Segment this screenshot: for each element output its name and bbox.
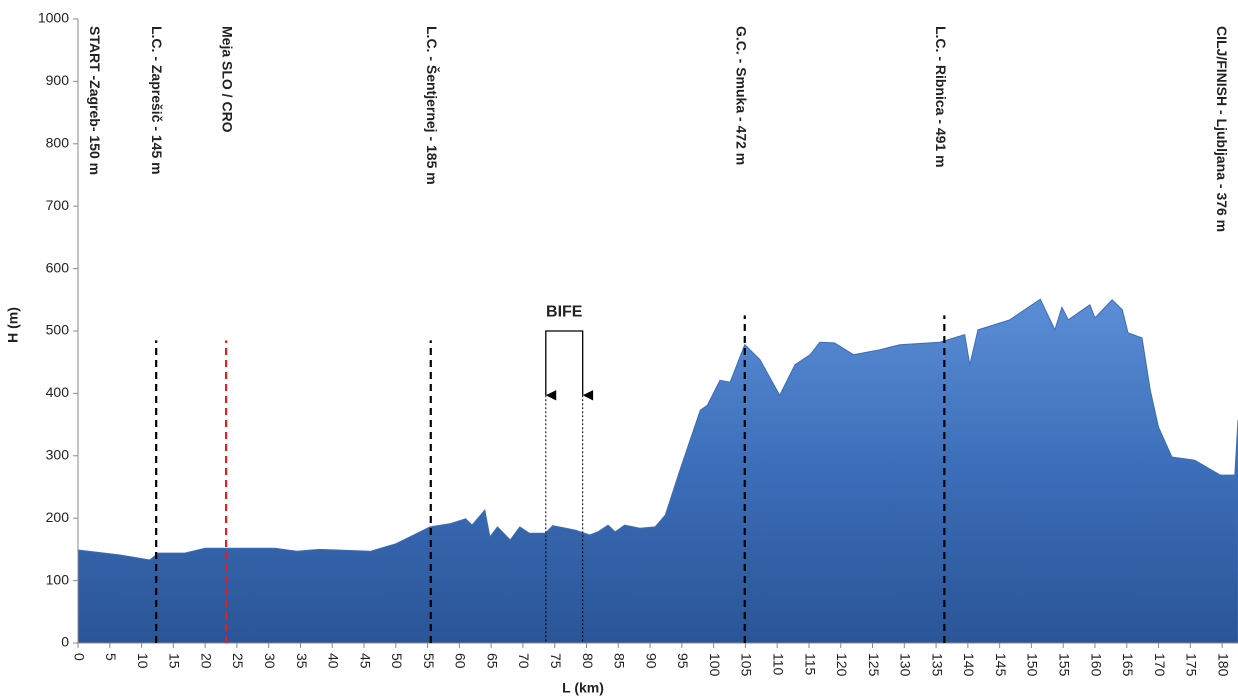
x-tick-label: 115	[802, 653, 818, 676]
y-tick-label: 600	[46, 259, 70, 275]
bife-label: BIFE	[546, 303, 583, 320]
y-tick-label: 400	[46, 384, 70, 400]
elevation-area	[77, 298, 1238, 644]
x-tick-label: 50	[389, 653, 405, 669]
y-tick-label: 100	[46, 571, 70, 587]
y-tick-label: 900	[46, 72, 70, 88]
location-label: G.C. - Smuka - 472 m	[734, 26, 750, 165]
x-tick-label: 125	[866, 653, 882, 677]
y-tick-label: 800	[46, 135, 70, 151]
x-tick-label: 30	[262, 653, 278, 669]
x-tick-label: 120	[834, 653, 850, 677]
x-tick-label: 145	[993, 653, 1009, 677]
x-tick-label: 160	[1088, 653, 1104, 677]
y-tick-label: 500	[46, 322, 70, 338]
location-label: L.C. - Šentjernej - 185 m	[424, 26, 441, 185]
x-tick-label: 35	[294, 653, 310, 669]
x-tick-label: 180	[1215, 653, 1231, 677]
x-tick-label: 90	[643, 653, 659, 669]
x-tick-label: 170	[1152, 653, 1168, 677]
x-tick-label: 25	[230, 653, 246, 669]
y-tick-label: 700	[46, 197, 70, 213]
x-tick-label: 105	[739, 653, 755, 677]
x-tick-label: 130	[898, 653, 914, 677]
y-tick-label: 300	[46, 447, 70, 463]
x-tick-label: 15	[167, 653, 183, 669]
x-tick-label: 165	[1120, 653, 1136, 677]
x-tick-label: 60	[453, 653, 469, 669]
x-axis-title: L (km)	[562, 680, 604, 696]
x-tick-label: 150	[1025, 653, 1041, 677]
x-tick-label: 40	[326, 653, 342, 669]
x-tick-label: 140	[961, 653, 977, 677]
y-tick-label: 200	[46, 509, 70, 525]
x-tick-label: 110	[770, 653, 786, 676]
x-tick-label: 135	[929, 653, 945, 677]
x-tick-label: 20	[198, 653, 214, 669]
y-axis-title: H (m)	[5, 307, 21, 343]
x-tick-label: 70	[516, 653, 532, 669]
x-tick-label: 80	[580, 653, 596, 669]
x-tick-label: 175	[1184, 653, 1200, 677]
location-label: L.C. - Ribnica - 491 m	[933, 26, 949, 168]
x-tick-label: 95	[675, 653, 691, 669]
y-tick-label: 1000	[38, 10, 69, 26]
x-tick-label: 5	[103, 653, 119, 661]
location-label: CILJ/FINISH - Ljubljana - 376 m	[1214, 26, 1230, 232]
x-tick-label: 45	[357, 653, 373, 669]
x-tick-label: 0	[71, 653, 87, 661]
bife-bracket	[545, 330, 594, 401]
location-label: Meja SLO / CRO	[219, 26, 235, 133]
x-tick-label: 65	[484, 653, 500, 669]
x-tick-label: 55	[421, 653, 437, 669]
x-tick-label: 155	[1057, 653, 1073, 677]
y-tick-label: 0	[61, 634, 69, 650]
x-tick-label: 85	[612, 653, 628, 669]
location-label: L.C. - Zaprešič - 145 m	[149, 26, 165, 175]
location-label: START -Zagreb- 150 m	[87, 26, 103, 175]
x-tick-label: 100	[707, 653, 723, 677]
x-tick-label: 75	[548, 653, 564, 669]
x-tick-label: 10	[135, 653, 151, 669]
